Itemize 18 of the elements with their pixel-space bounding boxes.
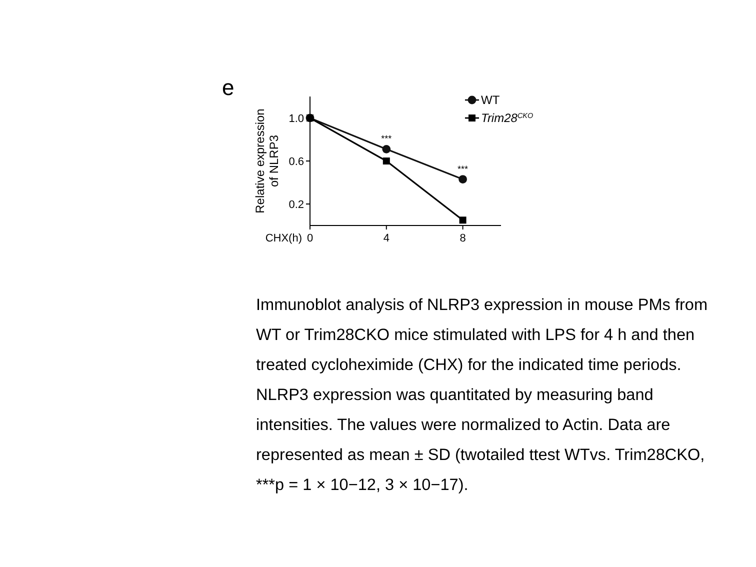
x-tick-label: 8 xyxy=(460,232,466,244)
annotation: *** xyxy=(381,134,392,144)
y-axis-title: Relative expression of NLRP3 xyxy=(253,108,281,214)
chart-title: e xyxy=(222,75,234,100)
point xyxy=(458,175,467,184)
legend-label: Trim28$^{CKO}$ xyxy=(481,110,534,126)
x-tick-label: 0 xyxy=(306,232,314,244)
y-tick-label: 0.2 xyxy=(288,198,304,211)
point xyxy=(459,216,466,224)
x-axis-title: CHX(h) xyxy=(265,232,302,244)
annotation: *** xyxy=(458,164,469,174)
text: Immunoblot analysis of NLRP3 expression in mouse PMs from WT or Trim28CKO mice stimulated with LPS for 4 h and then treated cycloheximide (CHX) for the indicated time periods. NLRP3 expression was quantitated by measuring band intensities. The values were normalized to Actin. Data are represented as mean ± SD (twotailed ttest WTvs. Trim28CKO, ***p = 1 × 10−12, 3 × 10−17). xyxy=(256,295,709,496)
y-tick-label: 0.6 xyxy=(288,156,304,168)
point xyxy=(382,158,390,164)
y-tick-label: 1.0 xyxy=(288,112,304,125)
legend-label: WT xyxy=(481,93,500,108)
point xyxy=(382,144,391,154)
x-tick-label: 4 xyxy=(383,232,390,244)
